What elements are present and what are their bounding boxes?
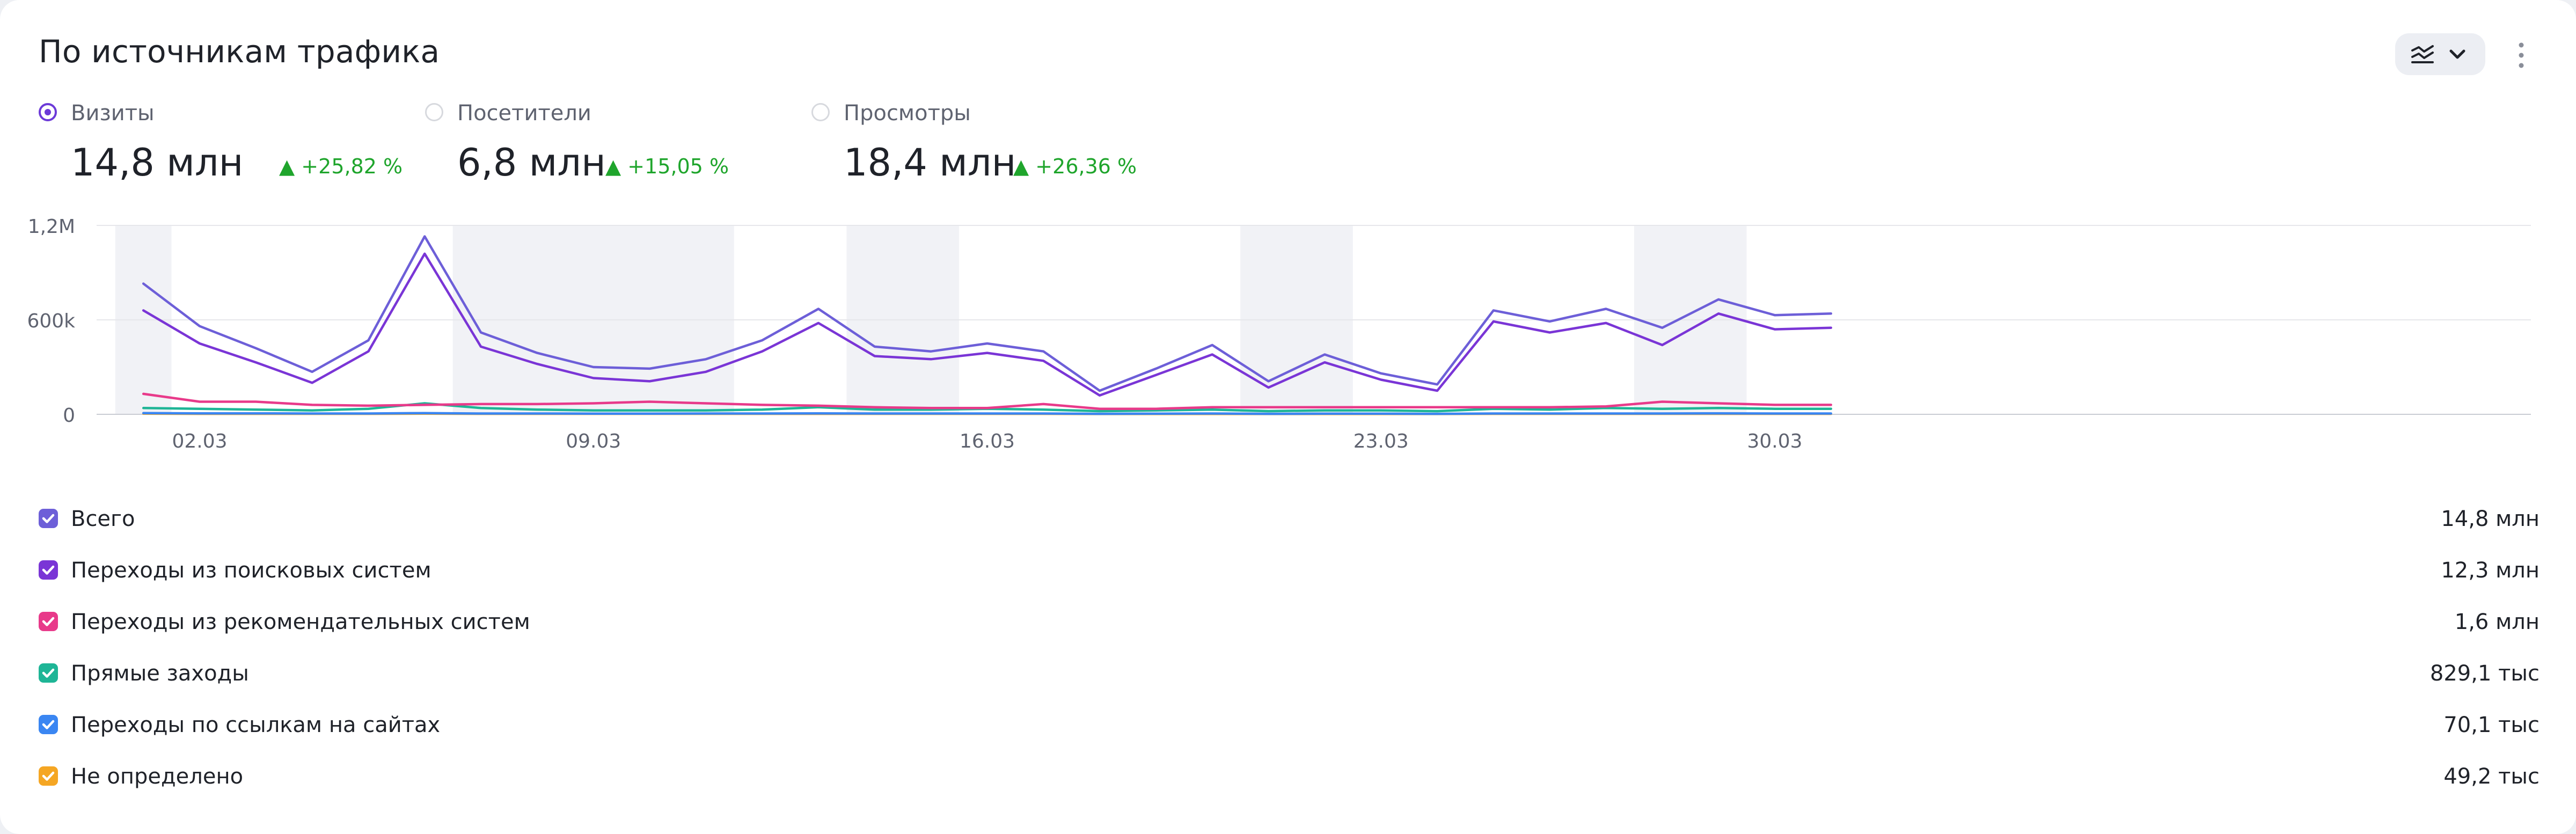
legend-series-total: 1,6 млн bbox=[2454, 610, 2540, 634]
y-tick-label: 600k bbox=[27, 310, 75, 332]
more-vertical-icon[interactable] bbox=[2511, 36, 2532, 74]
legend-item[interactable]: Переходы из поисковых систем 12,3 млн bbox=[39, 554, 2540, 586]
checkmark-icon bbox=[42, 617, 55, 626]
legend-series-total: 49,2 тыс bbox=[2443, 764, 2540, 789]
metric-label: Визиты bbox=[71, 101, 155, 126]
checkmark-icon bbox=[42, 565, 55, 575]
checkmark-icon bbox=[42, 668, 55, 678]
legend-series-name: Переходы по ссылкам на сайтах bbox=[71, 713, 441, 737]
metric-delta: ▲ +25,82 % bbox=[279, 155, 403, 178]
legend-series-total: 829,1 тыс bbox=[2429, 661, 2540, 686]
series-checkbox[interactable] bbox=[39, 612, 58, 631]
x-tick-label: 16.03 bbox=[960, 430, 1015, 452]
legend-series-total: 12,3 млн bbox=[2441, 558, 2540, 583]
x-tick-label: 02.03 bbox=[172, 430, 227, 452]
y-tick-label: 0 bbox=[63, 405, 75, 427]
line-chart-icon bbox=[2411, 45, 2434, 63]
checkmark-icon bbox=[42, 514, 55, 523]
x-tick-label: 30.03 bbox=[1747, 430, 1802, 452]
x-tick-label: 23.03 bbox=[1353, 430, 1409, 452]
legend-series-name: Прямые заходы bbox=[71, 661, 249, 686]
legend-item[interactable]: Переходы из рекомендательных систем 1,6 м… bbox=[39, 605, 2540, 638]
series-checkbox[interactable] bbox=[39, 560, 58, 580]
metric-label: Посетители bbox=[457, 101, 591, 126]
traffic-line-chart: 0 600k 1,2M 02.03 09.03 16.03 23.03 30.03 bbox=[27, 216, 2531, 452]
legend-series-name: Всего bbox=[71, 507, 135, 531]
chevron-down-icon bbox=[2449, 49, 2465, 59]
metric-delta: ▲ +26,36 % bbox=[1013, 155, 1137, 178]
y-tick-label: 1,2M bbox=[28, 216, 75, 238]
legend-series-name: Переходы из рекомендательных систем bbox=[71, 610, 530, 634]
series-checkbox[interactable] bbox=[39, 715, 58, 734]
legend-series-total: 70,1 тыс bbox=[2443, 713, 2540, 737]
checkmark-icon bbox=[42, 771, 55, 781]
legend-item[interactable]: Прямые заходы 829,1 тыс bbox=[39, 657, 2540, 689]
series-checkbox[interactable] bbox=[39, 766, 58, 786]
series-line bbox=[142, 392, 1833, 410]
series-line bbox=[142, 252, 1833, 397]
metric-radio[interactable] bbox=[425, 103, 443, 121]
metric-label: Просмотры bbox=[844, 101, 971, 126]
metric-value: 6,8 млн bbox=[457, 141, 606, 185]
metric-delta: ▲ +15,05 % bbox=[605, 155, 729, 178]
series-checkbox[interactable] bbox=[39, 663, 58, 683]
legend-series-name: Переходы из поисковых систем bbox=[71, 558, 431, 583]
legend-item[interactable]: Не определено 49,2 тыс bbox=[39, 760, 2540, 792]
x-tick-label: 09.03 bbox=[566, 430, 621, 452]
legend-series-total: 14,8 млн bbox=[2441, 507, 2540, 531]
legend-item[interactable]: Переходы по ссылкам на сайтах 70,1 тыс bbox=[39, 708, 2540, 741]
metric-value: 14,8 млн bbox=[71, 141, 244, 185]
metric-value: 18,4 млн bbox=[844, 141, 1016, 185]
series-line bbox=[142, 235, 1833, 392]
card-title: По источникам трафика bbox=[39, 33, 440, 70]
legend-series-name: Не определено bbox=[71, 764, 244, 789]
chart-type-toggle[interactable] bbox=[2395, 33, 2485, 75]
metric-radio[interactable] bbox=[811, 103, 830, 121]
checkmark-icon bbox=[42, 720, 55, 729]
legend-item[interactable]: Всего 14,8 млн bbox=[39, 502, 2540, 535]
series-line bbox=[142, 412, 1833, 415]
series-checkbox[interactable] bbox=[39, 509, 58, 528]
metric-radio-selected[interactable] bbox=[39, 103, 57, 121]
